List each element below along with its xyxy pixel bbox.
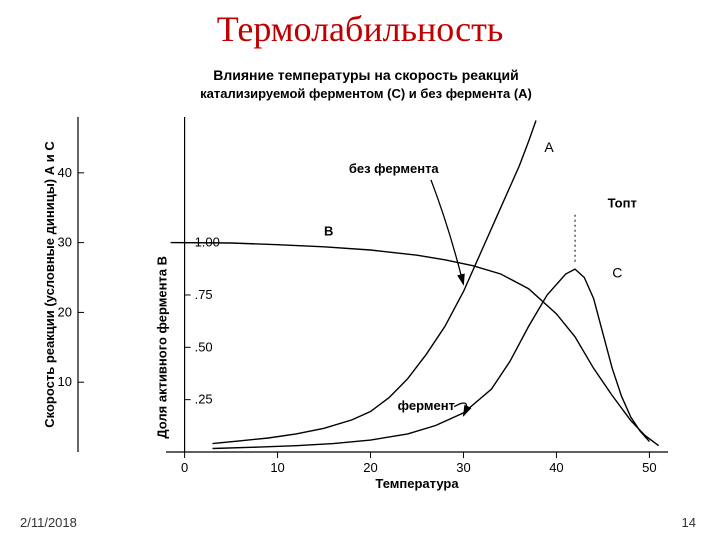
y-left-label: Скорость реакции (условные диницы) А и С [42,141,57,428]
page-title: Термолабильность [0,8,720,50]
x-tick-label: 0 [181,460,188,475]
y-left-tick-label: 20 [58,304,72,319]
annotation-c: С [612,265,622,281]
x-tick-label: 10 [270,460,284,475]
annotation-a: A [544,139,554,155]
y-left-tick-label: 10 [58,374,72,389]
annotation-no-enzyme: без фермента [349,161,440,176]
chart-title-line1: Влияние температуры на скорость реакций [213,67,518,83]
x-tick-label: 20 [363,460,377,475]
chart: Влияние температуры на скорость реакций к… [36,62,684,500]
y-mid-tick-label: .50 [195,339,213,354]
chart-svg: Влияние температуры на скорость реакций к… [36,62,684,500]
y-left-tick-label: 40 [58,165,72,180]
footer-page: 14 [682,515,696,530]
x-axis-label: Температура [375,476,459,491]
y-mid-label: Доля активного фермента В [155,256,170,439]
arrow-no-enzyme [431,180,464,285]
series-b-active-fraction [171,243,659,446]
series-c-enzyme [213,269,650,448]
x-tick-label: 50 [642,460,656,475]
annotation-enzyme: фермент [398,398,455,413]
y-mid-tick-label: .25 [195,392,213,407]
chart-title-line2: катализируемой ферментом (С) и без ферме… [200,86,532,101]
annotation-topt: Топт [608,196,637,211]
x-tick-label: 40 [549,460,563,475]
x-tick-label: 30 [456,460,470,475]
annotation-b: В [324,224,333,239]
footer-date: 2/11/2018 [20,515,77,530]
slide: Термолабильность Влияние температуры на … [0,0,720,540]
y-mid-tick-label: .75 [195,287,213,302]
y-left-tick-label: 30 [58,235,72,250]
